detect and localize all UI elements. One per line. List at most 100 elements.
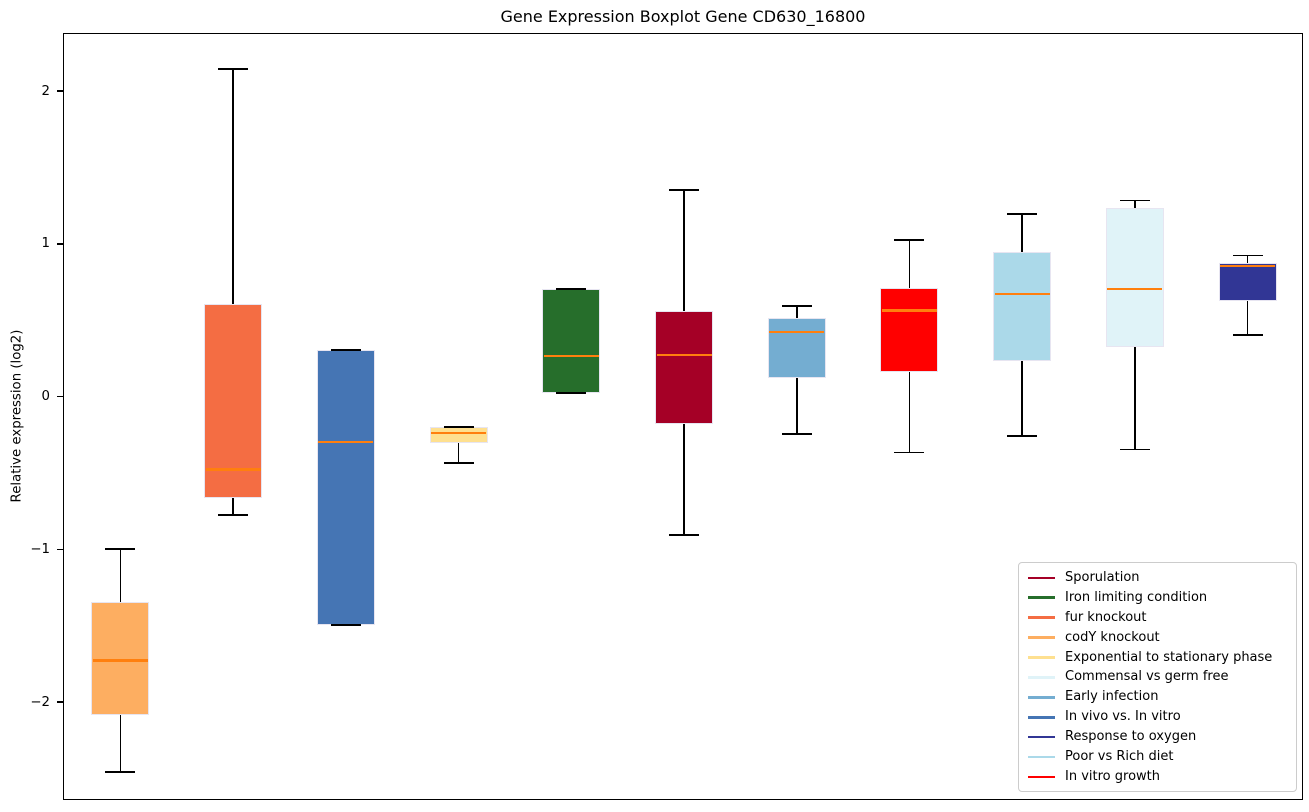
median-line <box>318 440 374 444</box>
median-line <box>769 330 825 334</box>
lower-whisker <box>683 423 685 536</box>
lower-whisker <box>1246 301 1249 335</box>
legend-label: Exponential to stationary phase <box>1065 649 1273 665</box>
median-line <box>1220 265 1276 268</box>
legend-label: fur knockout <box>1065 609 1147 625</box>
legend-swatch <box>1028 616 1055 620</box>
legend-item: Early infection <box>1028 687 1287 707</box>
boxplot-box <box>316 350 375 626</box>
median-line <box>881 309 937 312</box>
legend-swatch <box>1028 656 1055 659</box>
lower-whisker <box>1134 347 1136 450</box>
legend-swatch <box>1028 596 1055 600</box>
lower-whisker <box>232 498 234 516</box>
lower-cap <box>218 514 249 517</box>
legend-swatch <box>1028 695 1055 699</box>
legend-item: fur knockout <box>1028 608 1287 628</box>
plot-area <box>63 33 1303 800</box>
legend-label: Commensal vs germ free <box>1065 669 1229 685</box>
median-line <box>656 353 712 356</box>
legend-label: In vivo vs. In vitro <box>1065 709 1181 725</box>
legend-item: In vitro growth <box>1028 767 1287 787</box>
legend-swatch <box>1028 636 1055 639</box>
legend-label: Response to oxygen <box>1065 729 1197 745</box>
lower-cap <box>105 771 136 773</box>
upper-whisker <box>1021 214 1023 253</box>
legend-item: Iron limiting condition <box>1028 588 1287 608</box>
chart-title: Gene Expression Boxplot Gene CD630_16800 <box>500 7 866 26</box>
y-tick-mark <box>57 395 63 398</box>
boxplot-box <box>204 304 263 499</box>
legend-label: In vitro growth <box>1065 768 1160 784</box>
median-line <box>543 355 599 358</box>
y-tick-label: −2 <box>30 694 50 710</box>
upper-cap <box>1119 199 1150 202</box>
upper-cap <box>894 239 925 242</box>
lower-cap <box>330 624 361 627</box>
boxplot-box <box>1218 263 1277 302</box>
upper-whisker <box>683 189 685 311</box>
legend-swatch <box>1028 775 1055 779</box>
upper-cap <box>669 188 699 191</box>
boxplot-box <box>767 318 826 378</box>
legend-item: In vivo vs. In vitro <box>1028 707 1287 727</box>
upper-whisker <box>1134 200 1136 209</box>
upper-whisker <box>1246 255 1249 264</box>
upper-cap <box>105 548 136 550</box>
boxplot-box <box>429 426 488 444</box>
legend-item: Sporulation <box>1028 568 1287 588</box>
upper-cap <box>781 305 812 307</box>
legend-swatch <box>1028 735 1055 739</box>
upper-cap <box>443 425 474 428</box>
lower-cap <box>894 451 925 454</box>
legend-label: Iron limiting condition <box>1065 589 1208 605</box>
lower-cap <box>781 433 812 436</box>
legend-label: Sporulation <box>1065 569 1140 585</box>
lower-cap <box>1007 434 1038 437</box>
boxplot-box <box>1105 208 1164 348</box>
legend-item: codY knockout <box>1028 628 1287 648</box>
y-tick-mark <box>57 701 63 703</box>
legend-item: Exponential to stationary phase <box>1028 648 1287 668</box>
legend-swatch <box>1028 576 1055 580</box>
boxplot-box <box>880 287 939 372</box>
legend-swatch <box>1028 755 1055 759</box>
boxplot-box <box>993 252 1052 361</box>
legend-label: codY knockout <box>1065 629 1160 645</box>
median-line <box>92 659 148 662</box>
legend-swatch <box>1028 676 1055 679</box>
y-tick-mark <box>57 548 63 551</box>
legend-item: Poor vs Rich diet <box>1028 747 1287 767</box>
y-tick-label: 2 <box>41 83 50 99</box>
y-tick-mark <box>57 90 63 92</box>
legend-item: Response to oxygen <box>1028 727 1287 747</box>
lower-whisker <box>795 377 798 435</box>
median-line <box>205 468 261 471</box>
upper-whisker <box>119 548 122 603</box>
legend-swatch <box>1028 715 1055 719</box>
y-tick-mark <box>57 243 63 245</box>
median-line <box>994 292 1050 295</box>
y-tick-label: 1 <box>41 236 50 252</box>
median-line <box>1107 288 1163 291</box>
upper-cap <box>330 349 361 352</box>
lower-whisker <box>908 371 911 453</box>
boxplot-box <box>542 289 601 394</box>
boxplot-box <box>655 310 713 424</box>
upper-cap <box>1007 213 1038 216</box>
legend-item: Commensal vs germ free <box>1028 667 1287 687</box>
upper-cap <box>556 288 587 290</box>
lower-cap <box>1119 448 1150 451</box>
legend-label: Poor vs Rich diet <box>1065 748 1174 764</box>
lower-whisker <box>457 443 460 464</box>
lower-cap <box>556 392 587 394</box>
upper-whisker <box>232 69 234 305</box>
lower-cap <box>1232 334 1263 336</box>
lower-cap <box>443 462 474 465</box>
lower-whisker <box>1021 360 1023 436</box>
y-tick-label: −1 <box>30 541 50 557</box>
y-tick-label: 0 <box>41 389 50 405</box>
legend: Sporulation Iron limiting condition fur kn… <box>1018 562 1297 792</box>
y-axis-label: Relative expression (log2) <box>9 329 25 503</box>
